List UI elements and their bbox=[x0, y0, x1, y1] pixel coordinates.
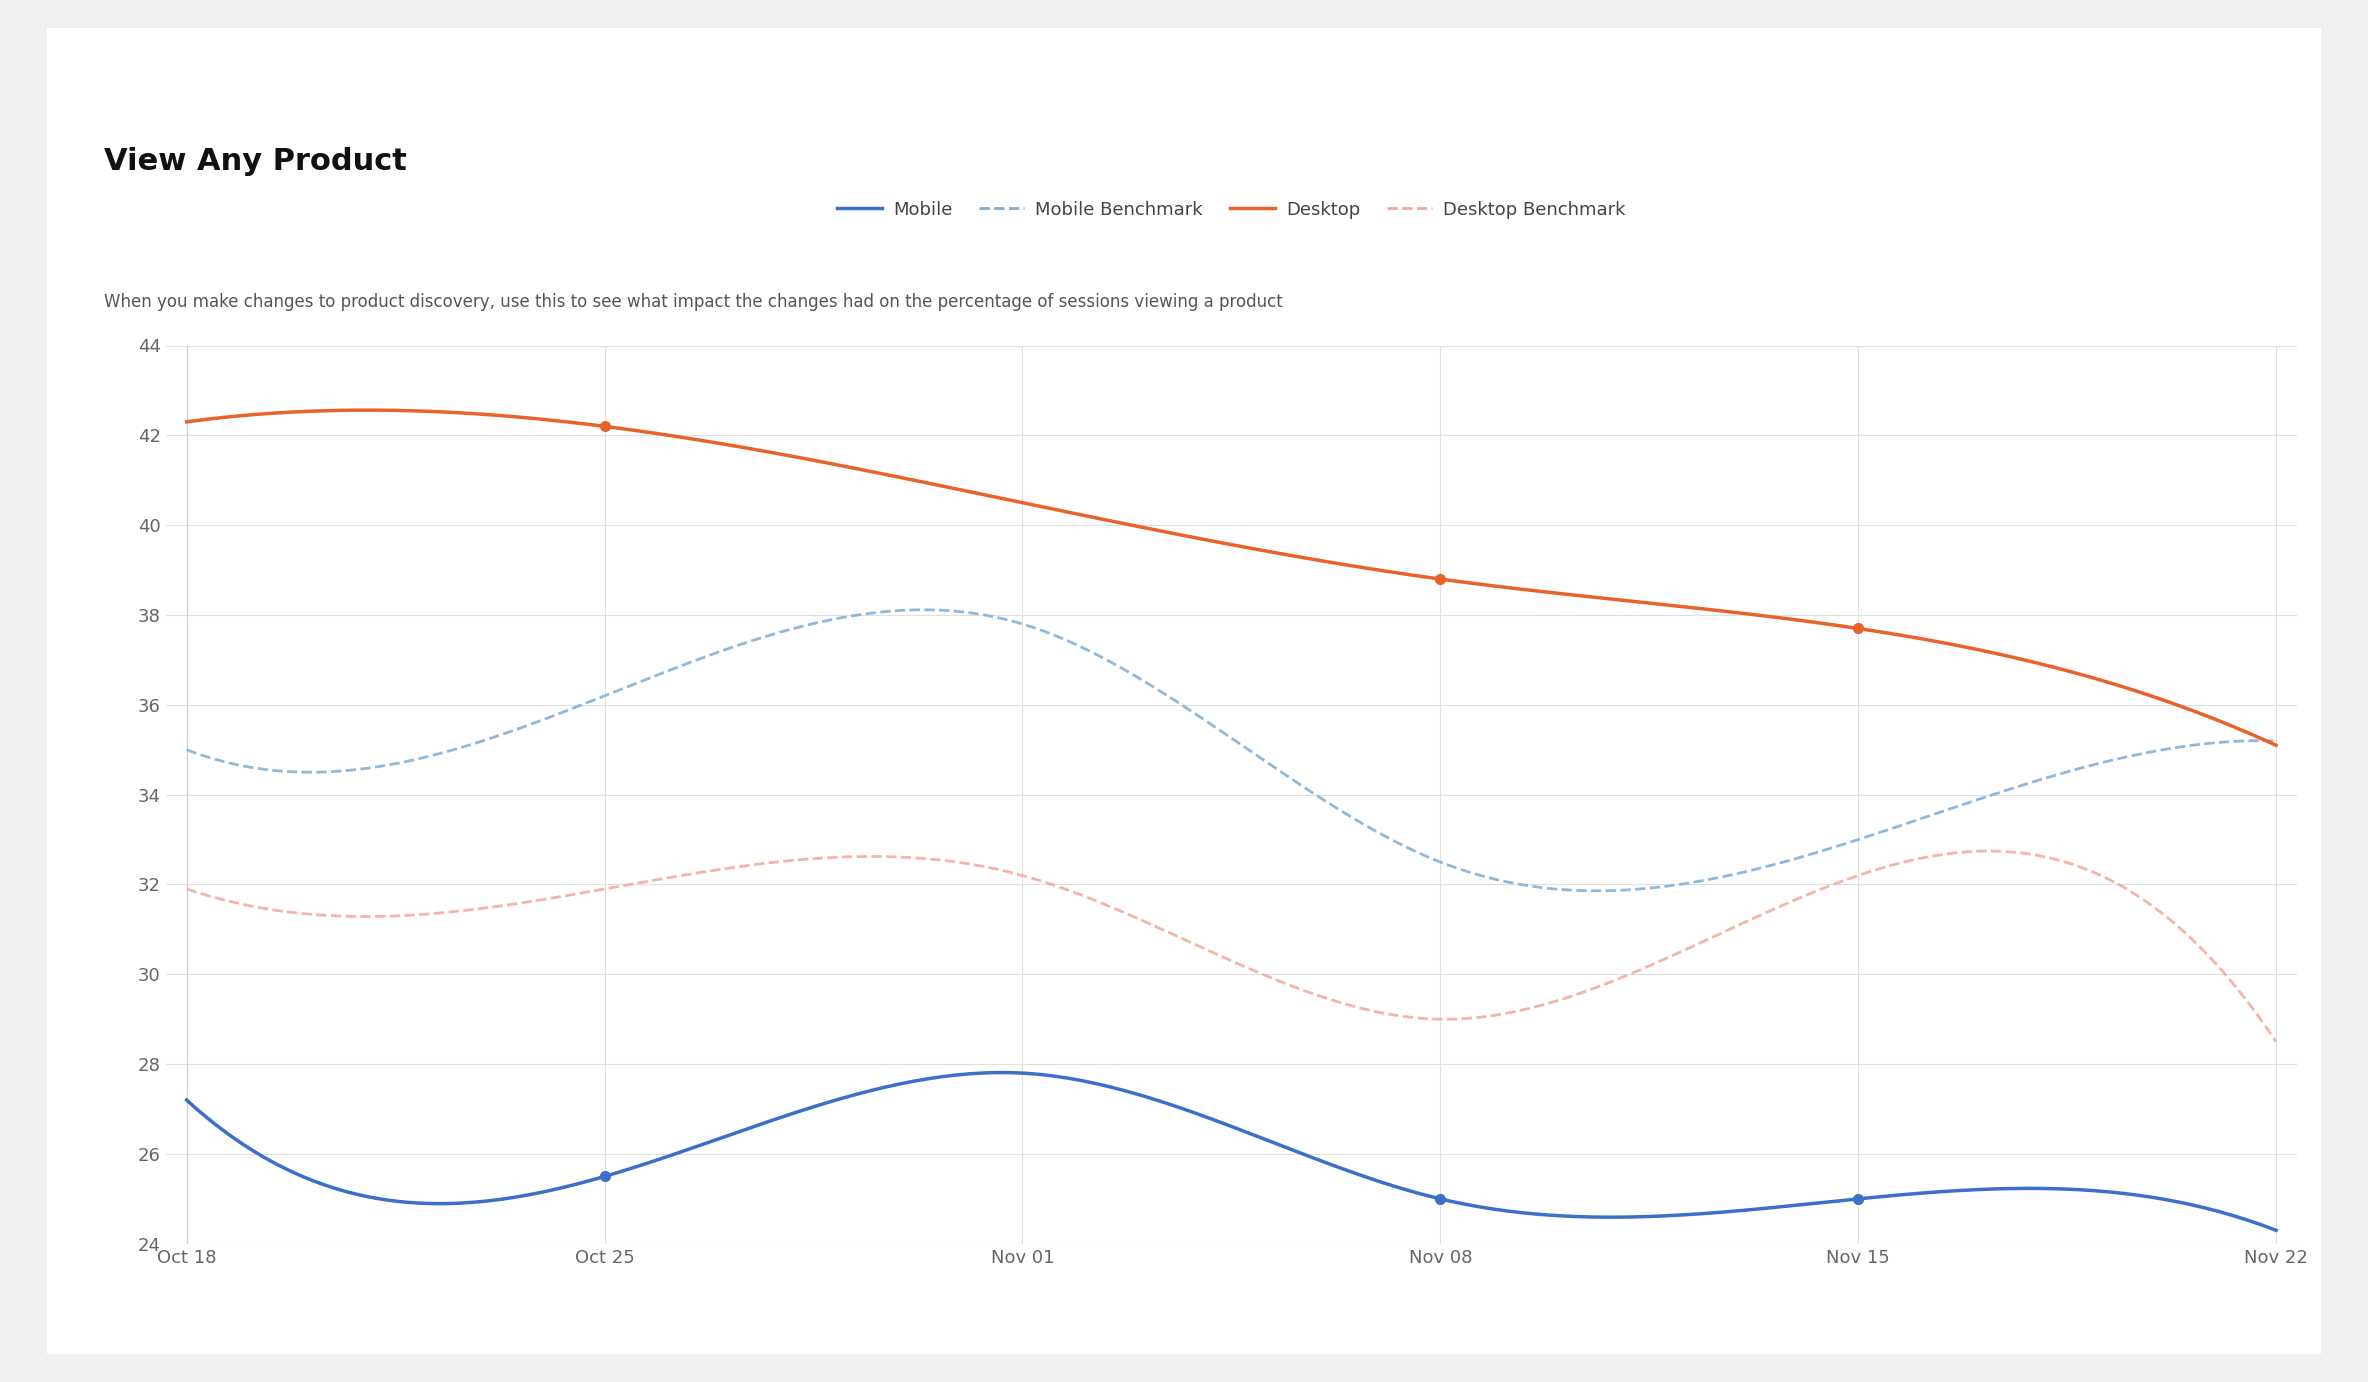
Legend: Mobile, Mobile Benchmark, Desktop, Desktop Benchmark: Mobile, Mobile Benchmark, Desktop, Deskt… bbox=[829, 193, 1634, 227]
Text: View Any Product: View Any Product bbox=[104, 146, 407, 176]
Text: When you make changes to product discovery, use this to see what impact the chan: When you make changes to product discove… bbox=[104, 293, 1283, 311]
